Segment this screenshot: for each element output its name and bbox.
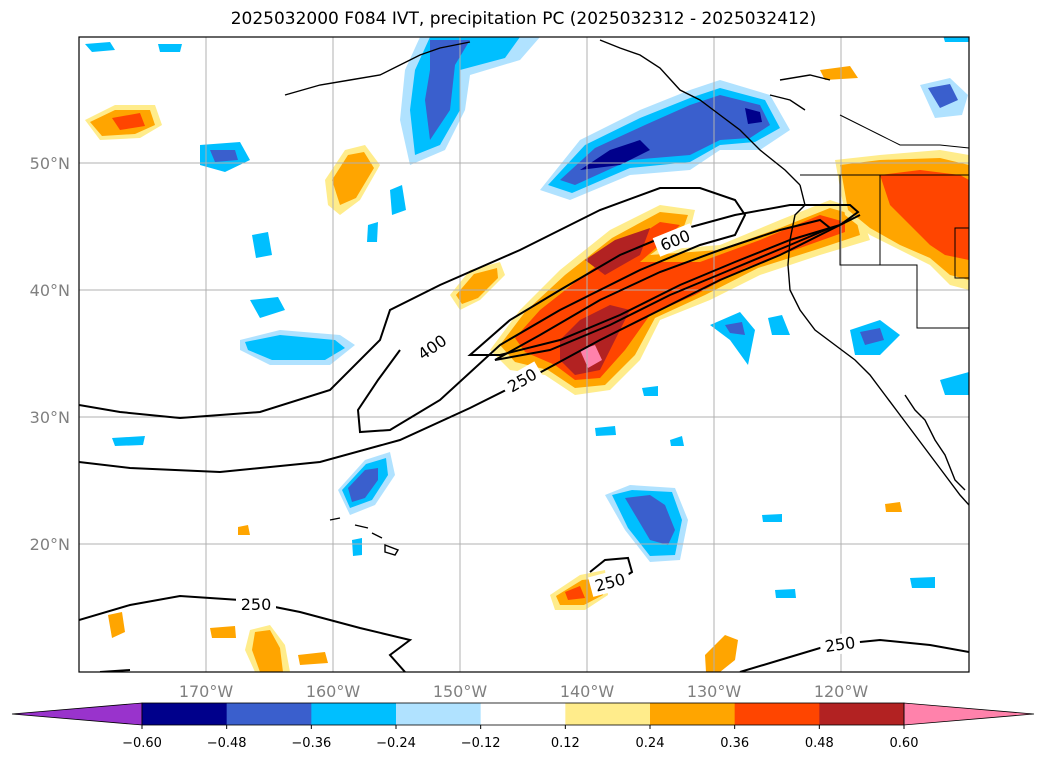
colorbar-swatch <box>480 703 566 725</box>
colorbar-tick-label: 0.36 <box>720 736 749 751</box>
negative-anomaly-sm-5 <box>670 436 684 446</box>
lon-label-170w: 170°W <box>179 682 234 701</box>
colorbar-tick-label: 0.12 <box>551 736 580 751</box>
negative-anomaly-sm-9 <box>943 37 969 42</box>
negative-anomaly-west-1-mid <box>245 335 345 360</box>
lon-label-160w: 160°W <box>306 682 361 701</box>
ivt-contour-400 <box>467 204 860 356</box>
negative-anomaly-east-2 <box>768 315 790 335</box>
negative-anomaly-hawaii-core <box>348 468 378 502</box>
negative-anomaly-gulf-alaska-core <box>425 40 470 140</box>
negative-anomaly-west-6 <box>367 222 378 242</box>
positive-anomaly-sm-1 <box>238 525 250 535</box>
colorbar-tick-label: −0.36 <box>291 736 331 751</box>
negative-anomaly-east-3-core <box>860 328 884 345</box>
ivt-contour-250-sw <box>79 594 413 672</box>
positive-anomaly-ar-band-core <box>560 228 650 375</box>
negative-anomaly-northeast-core <box>928 84 958 108</box>
contour-label-bg <box>236 223 862 657</box>
colorbar-tick-label: −0.48 <box>207 736 247 751</box>
map-frame <box>78 36 970 673</box>
colorbar-swatch <box>650 703 736 725</box>
colorbar-tick-label: −0.12 <box>461 736 501 751</box>
state-borders <box>800 114 969 329</box>
negative-anomaly-sm-7 <box>775 589 796 598</box>
ivt-contour-label-250-sw: 250 <box>241 595 272 614</box>
positive-anomaly-sw-1-mid <box>252 630 283 672</box>
colorbar-tick-label: 0.48 <box>805 736 834 751</box>
positive-anomaly-sm-2 <box>885 502 902 512</box>
positive-anomaly-interior-west-inner <box>880 170 969 260</box>
ivt-contour-250-north <box>79 187 747 434</box>
negative-anomaly-east-1 <box>710 312 755 365</box>
positive-anomaly-ar-band-peak <box>580 345 602 368</box>
colorbar-swatch <box>311 703 397 725</box>
positive-anomaly-sw-4 <box>210 626 236 638</box>
negative-anomaly-west-3 <box>252 232 272 258</box>
colorbar-extend-max <box>903 702 1035 726</box>
negative-anomaly-bc-coast-core <box>580 108 762 170</box>
negative-anomaly-se-2 <box>940 372 969 395</box>
map-content: 600 400 250 250 250 250 <box>79 37 969 672</box>
colorbar-outline <box>141 702 905 726</box>
negative-anomaly-west-8 <box>158 44 182 52</box>
colorbar-swatch <box>819 703 905 725</box>
negative-anomaly-east-1-core <box>725 322 745 335</box>
negative-anomaly-sm-8 <box>910 577 935 588</box>
negative-anomaly-south-central-core <box>625 495 675 545</box>
negative-anomaly-sm-6 <box>762 514 782 522</box>
positive-anomaly-sw-3 <box>108 612 125 638</box>
graticule <box>79 37 969 672</box>
colorbar-swatch <box>226 703 312 725</box>
negative-anomaly-sm-2 <box>352 538 362 556</box>
colorbar-tick-label: 0.60 <box>890 736 919 751</box>
lat-label-30: 30°N <box>30 408 70 427</box>
negative-anomaly-west-2-core <box>210 150 238 162</box>
colorbar: −0.60 −0.48 −0.36 −0.24 −0.12 0.12 0.24 0.36 0.4… <box>11 702 1035 751</box>
positive-anomaly-ne-1 <box>820 66 858 80</box>
colorbar-tick-label: −0.24 <box>376 736 416 751</box>
negative-anomaly-west-4 <box>250 297 285 318</box>
negative-anomaly-sm-3 <box>595 426 616 436</box>
ivt-contour-label-250-se: 250 <box>824 633 857 656</box>
lon-label-140w: 140°W <box>560 682 615 701</box>
map-title: 2025032000 F084 IVT, precipitation PC (2… <box>230 9 817 29</box>
negative-anomaly-west-5 <box>390 185 406 215</box>
colorbar-swatch <box>565 703 651 725</box>
colorbar-ticks: −0.60 −0.48 −0.36 −0.24 −0.12 0.12 0.24 0.36 0.4… <box>122 725 918 751</box>
positive-anomaly-dateline-north-core <box>112 113 145 130</box>
colorbar-swatch <box>734 703 820 725</box>
lat-label-20: 20°N <box>30 535 70 554</box>
colorbar-tick-label: −0.60 <box>122 736 162 751</box>
lon-label-120w: 120°W <box>814 682 869 701</box>
colorbar-extend-min <box>11 702 143 726</box>
colorbar-swatches <box>11 702 1035 726</box>
positive-anomaly-sw-2 <box>298 652 328 665</box>
lat-label-40: 40°N <box>30 281 70 300</box>
negative-anomaly-west-7 <box>85 42 115 52</box>
positive-anomaly-se-1 <box>705 635 738 672</box>
negative-anomaly-sm-1 <box>112 436 145 446</box>
colorbar-swatch <box>396 703 482 725</box>
lon-label-150w: 150°W <box>433 682 488 701</box>
lon-label-130w: 130°W <box>687 682 742 701</box>
positive-anomaly-mid-pacific-mid <box>456 268 498 304</box>
colorbar-swatch <box>142 703 228 725</box>
lat-label-50: 50°N <box>30 154 70 173</box>
coastlines <box>284 39 969 556</box>
ivt-contour-600 <box>494 218 832 361</box>
negative-anomaly-sm-4 <box>642 386 658 396</box>
positive-anomaly-central-north-mid <box>332 152 374 205</box>
colorbar-tick-label: 0.24 <box>636 736 665 751</box>
positive-anomaly-southern-core <box>565 586 585 600</box>
